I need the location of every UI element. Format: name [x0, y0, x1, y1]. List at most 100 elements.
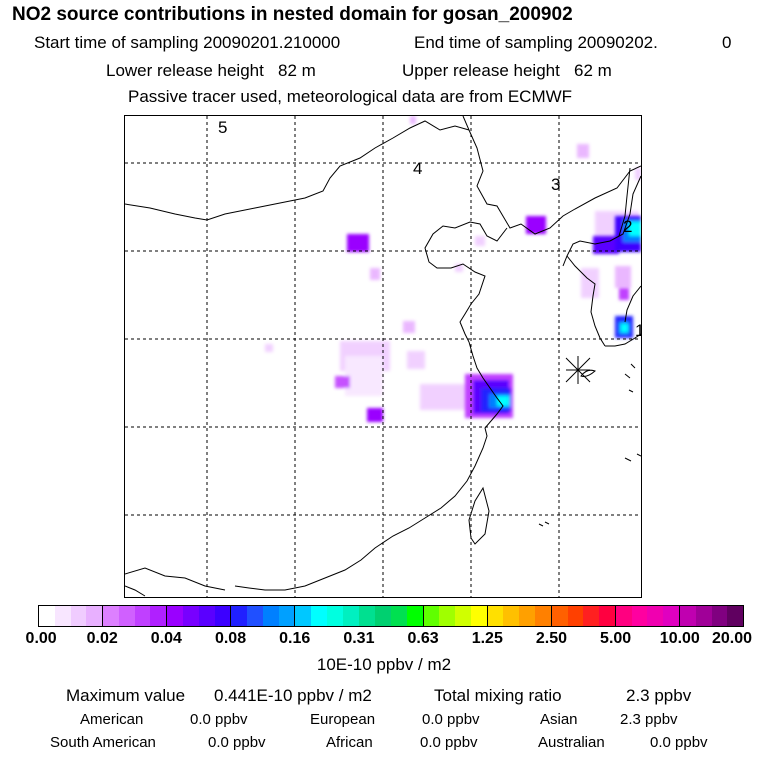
- colorbar-swatch: [663, 606, 679, 626]
- day-label-5: 5: [218, 118, 227, 137]
- region-value: 0.0 ppbv: [190, 711, 248, 728]
- colorbar-swatch: [86, 606, 103, 626]
- colorbar-swatch: [70, 606, 87, 626]
- colorbar-swatch: [695, 606, 712, 626]
- region-name: Australian: [538, 734, 605, 751]
- colorbar-swatch: [134, 606, 151, 626]
- colorbar-swatch: [455, 606, 471, 626]
- map-canvas: 5 4 3 2 1: [124, 115, 644, 597]
- region-name: Asian: [540, 711, 578, 728]
- colorbar-swatch: [359, 606, 376, 626]
- colorbar-swatch: [39, 606, 55, 626]
- colorbar-swatch: [567, 606, 584, 626]
- colorbar-swatch: [262, 606, 279, 626]
- colorbar-swatch: [118, 606, 135, 626]
- map-panel[interactable]: 5 4 3 2 1: [124, 115, 644, 598]
- region-value: 2.3 ppbv: [620, 711, 678, 728]
- colorbar-swatch: [326, 606, 343, 626]
- colorbar-tick-label: 1.25: [471, 630, 503, 647]
- lower-release-height: Lower release height 82 m: [106, 61, 316, 80]
- colorbar-segment: [551, 606, 616, 626]
- colorbar-swatch: [647, 606, 664, 626]
- colorbar-swatch: [342, 606, 359, 626]
- colorbar-swatch: [711, 606, 728, 626]
- colorbar-segment: [295, 606, 360, 626]
- colorbar-segment: [231, 606, 296, 626]
- end-time-suffix: 0: [722, 33, 732, 52]
- colorbar-swatch: [439, 606, 456, 626]
- total-mixing-value: 2.3 ppbv: [626, 686, 692, 705]
- colorbar-segment: [167, 606, 232, 626]
- tracer-note: Passive tracer used, meteorological data…: [128, 87, 573, 106]
- colorbar-swatch: [54, 606, 71, 626]
- map-title: NO2 source contributions in nested domai…: [12, 4, 573, 25]
- colorbar-swatch: [375, 606, 392, 626]
- colorbar-swatch: [519, 606, 535, 626]
- colorbar-swatch: [247, 606, 263, 626]
- colorbar-tick-label: 0.16: [279, 630, 311, 647]
- end-time-label: End time of sampling 20090202.: [414, 33, 658, 52]
- colorbar-swatch: [615, 606, 632, 626]
- colorbar-swatch: [150, 606, 167, 626]
- start-time-label: Start time of sampling 20090201.210000: [34, 33, 341, 52]
- colorbar-tick-label: 5.00: [600, 630, 632, 647]
- total-mixing-label: Total mixing ratio: [434, 686, 562, 705]
- colorbar-tick-label: 2.50: [535, 630, 568, 647]
- region-name: American: [80, 711, 144, 728]
- colorbar-segment: [679, 606, 744, 626]
- color-scale-bar: [38, 605, 744, 627]
- colorbar-unit: 10E-10 ppbv / m2: [316, 655, 452, 674]
- colorbar-swatch: [551, 606, 568, 626]
- colorbar-tick-label: 10.00: [659, 630, 700, 647]
- concentration-field: [265, 116, 641, 422]
- colorbar-tick-label: 0.02: [86, 630, 118, 647]
- colorbar-swatch: [470, 606, 487, 626]
- upper-release-height: Upper release height 62 m: [402, 61, 612, 80]
- colorbar-segment: [359, 606, 424, 626]
- colorbar-swatch: [391, 606, 407, 626]
- region-value: 0.0 ppbv: [208, 734, 266, 751]
- lat-lon-grid: [125, 116, 641, 597]
- colorbar-tick-label: 0.63: [407, 630, 439, 647]
- region-name: African: [326, 734, 373, 751]
- day-label-1: 1: [635, 321, 641, 340]
- colorbar-segment: [487, 606, 552, 626]
- colorbar-swatch: [535, 606, 551, 626]
- colorbar-swatch: [423, 606, 440, 626]
- region-name: South American: [50, 734, 156, 751]
- colorbar-swatch: [295, 606, 312, 626]
- colorbar-swatch: [214, 606, 231, 626]
- colorbar-swatch: [727, 606, 744, 626]
- day-label-4: 4: [413, 159, 422, 178]
- colorbar-swatch: [278, 606, 295, 626]
- max-value: 0.441E-10 ppbv / m2: [214, 686, 372, 705]
- receptor-star-icon: [565, 356, 591, 384]
- colorbar-segment: [615, 606, 680, 626]
- colorbar-swatch: [679, 606, 696, 626]
- colorbar-swatch: [182, 606, 199, 626]
- day-label-3: 3: [551, 175, 560, 194]
- max-value-label: Maximum value: [66, 686, 186, 705]
- colorbar-tick-label: 0.31: [343, 630, 375, 647]
- colorbar-tick-label: 0.00: [25, 630, 57, 647]
- colorbar-tick-label: 0.04: [150, 630, 182, 647]
- colorbar-swatch: [487, 606, 504, 626]
- colorbar-swatch: [599, 606, 615, 626]
- colorbar-swatch: [167, 606, 183, 626]
- region-name: European: [310, 711, 376, 728]
- colorbar-segment: [103, 606, 168, 626]
- colorbar-swatch: [103, 606, 119, 626]
- colorbar-swatch: [231, 606, 248, 626]
- colorbar-swatch: [503, 606, 520, 626]
- colorbar-segment: [423, 606, 488, 626]
- region-value: 0.0 ppbv: [650, 734, 708, 751]
- colorbar-tick-label: 0.08: [214, 630, 247, 647]
- day-label-2: 2: [623, 217, 632, 236]
- colorbar-swatch: [583, 606, 600, 626]
- colorbar-tick-label: 20.00: [711, 630, 753, 647]
- colorbar-swatch: [198, 606, 215, 626]
- region-value: 0.0 ppbv: [420, 734, 478, 751]
- colorbar-swatch: [311, 606, 327, 626]
- region-value: 0.0 ppbv: [422, 711, 480, 728]
- colorbar-swatch: [631, 606, 648, 626]
